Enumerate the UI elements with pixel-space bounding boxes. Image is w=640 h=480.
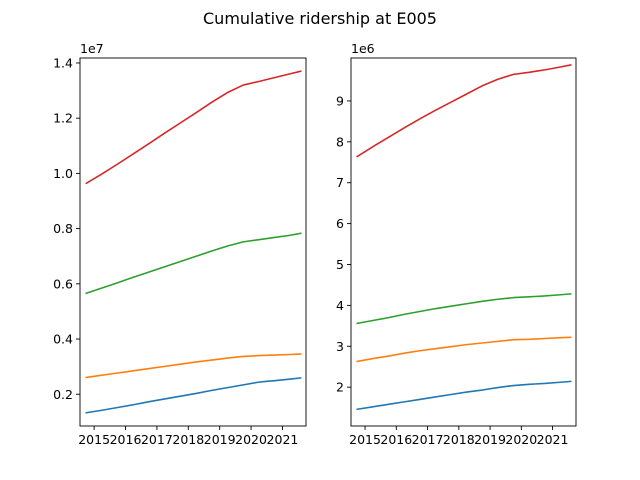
y-tick-label: 0.6 [53,276,73,291]
y-tick-label: 0.8 [53,221,73,236]
y-tick-label: 1.2 [53,111,73,126]
y-tick-label: 1.0 [53,166,73,181]
chart-panel-2: 2015 2016 2017 2018 2019 2020 2021 2 3 4 5 6 7 8 9 1e6 [336,41,577,447]
chart-title: Cumulative ridership at E005 [203,9,437,28]
y-tick-label: 6 [336,216,344,231]
x-tick-label: 2019 [204,432,236,447]
y-tick-label: 2 [336,380,344,395]
y-tick-label: 8 [336,134,344,149]
series-line-1 [85,377,302,414]
x-tick-label: 2016 [380,432,412,447]
series-line-3 [356,293,572,325]
series-line-2 [356,336,572,363]
x-tick-label: 2015 [349,432,381,447]
x-tick-label: 2018 [443,432,475,447]
x-tick-label: 2016 [110,432,142,447]
y-offset-label: 1e6 [351,41,375,56]
y-offset-label: 1e7 [80,41,104,56]
series-line-1 [356,380,572,411]
series-line-4 [356,64,572,158]
chart-panels: 2015 2016 2017 2018 2019 2020 20210.20.40.60.8… [53,41,577,447]
chart-panel-1: 2015 2016 2017 2018 2019 2020 2021 0.2 0.4 0.6 0.8… [53,41,307,447]
y-tick-label: 9 [336,93,344,108]
y-tick-label: 1.4 [53,55,73,70]
y-tick-label: 0.2 [53,387,73,402]
x-tick-label: 2017 [141,432,173,447]
axes-frame [350,57,577,427]
x-tick-label: 2019 [474,432,506,447]
x-tick-label: 2015 [78,432,110,447]
y-tick-label: 4 [336,298,344,313]
y-tick-label: 5 [336,257,344,272]
y-tick-label: 7 [336,175,344,190]
x-tick-label: 2021 [267,432,299,447]
series-line-2 [85,353,302,379]
axes-frame [79,57,307,427]
x-tick-label: 2020 [235,432,267,447]
x-tick-label: 2021 [537,432,569,447]
y-tick-label: 0.4 [53,332,73,347]
x-tick-label: 2018 [172,432,204,447]
y-tick-label: 3 [336,339,344,354]
series-line-3 [85,232,302,295]
x-tick-label: 2017 [412,432,444,447]
series-line-4 [85,70,302,185]
x-tick-label: 2020 [505,432,537,447]
